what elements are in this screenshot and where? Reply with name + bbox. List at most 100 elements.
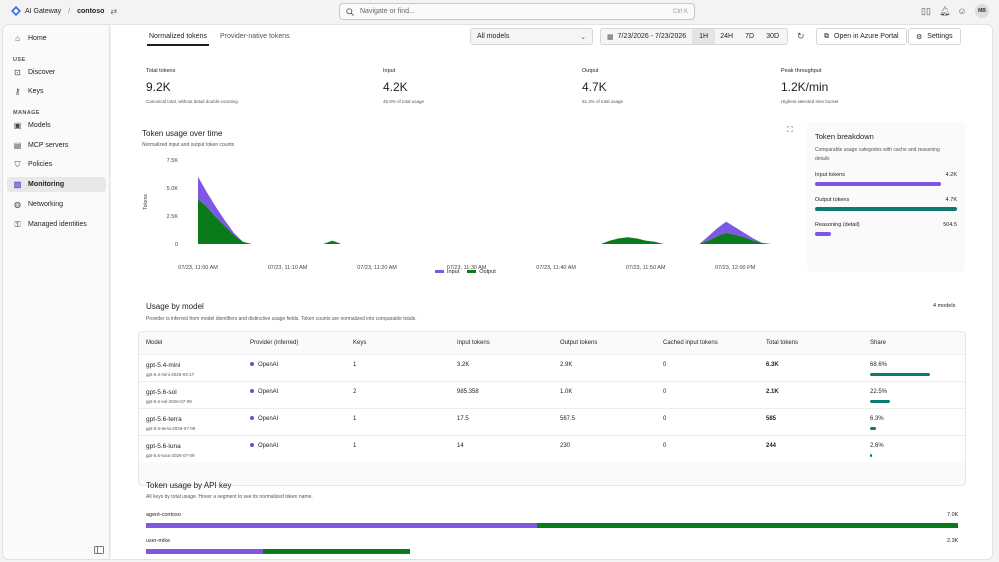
external-link-icon: ⧉ xyxy=(824,32,829,40)
table-row[interactable]: gpt-5.4-mini gpt-5.4-mini-2026-03-17 Ope… xyxy=(139,354,965,381)
expand-icon[interactable]: ⛶ xyxy=(787,125,793,134)
collapse-sidebar-icon[interactable] xyxy=(94,546,104,554)
table-row[interactable]: gpt-5.6-terra gpt-5.6-terra-2026-07-09 O… xyxy=(139,408,965,435)
openai-dot-icon xyxy=(250,443,254,448)
stat-label: Input xyxy=(383,68,396,74)
sidebar-item-keys[interactable]: ⚷ Keys xyxy=(7,84,106,99)
sidebar-item-home[interactable]: ⌂ Home xyxy=(7,31,106,46)
provider-name: OpenAI xyxy=(258,416,279,422)
panel-layout-icon[interactable]: ▯▯ xyxy=(921,6,931,16)
y-tick-label: 5.0K xyxy=(167,186,179,192)
sidebar-item-discover[interactable]: ⊡ Discover xyxy=(7,65,106,80)
sidebar-item-policies[interactable]: ⛉ Policies xyxy=(7,157,106,172)
legend-output-swatch xyxy=(467,270,477,274)
column-header[interactable]: Input tokens xyxy=(457,340,490,346)
feedback-smiley-icon[interactable]: ☺ xyxy=(957,6,967,16)
column-header[interactable]: Model xyxy=(146,340,163,346)
time-range-picker: ▦ 7/23/2026 - 7/23/2026 1H 24H 7D 30D xyxy=(600,28,788,45)
app-name[interactable]: AI Gateway xyxy=(25,7,62,15)
column-header[interactable]: Output tokens xyxy=(560,340,598,346)
column-header[interactable]: Keys xyxy=(353,340,367,346)
provider-name: OpenAI xyxy=(258,362,279,368)
provider-cell: OpenAI xyxy=(250,416,278,422)
table-row[interactable]: gpt-5.6-sol gpt-5.6-sol-2026-07-09 OpenA… xyxy=(139,381,965,408)
sidebar-item-label: Managed identities xyxy=(28,221,87,228)
sidebar-item-label: Discover xyxy=(28,69,56,76)
range-7d-button[interactable]: 7D xyxy=(745,33,755,40)
api-key-output-segment[interactable] xyxy=(262,549,410,554)
tab-normalized-tokens[interactable]: Normalized tokens xyxy=(147,32,209,46)
settings-label: Settings xyxy=(927,33,953,40)
range-24h-button[interactable]: 24H xyxy=(720,33,734,40)
legend-input-swatch xyxy=(435,270,444,274)
api-key-bar[interactable] xyxy=(146,523,958,528)
range-1h-button[interactable]: 1H xyxy=(692,29,716,44)
sidebar-item-monitoring[interactable]: ▥ Monitoring xyxy=(7,177,106,192)
refresh-icon[interactable]: ↻ xyxy=(797,31,805,41)
api-key-output-segment[interactable] xyxy=(537,523,958,528)
share-cell: 22.5% xyxy=(870,389,888,395)
user-avatar[interactable]: MB xyxy=(975,4,989,18)
open-azure-portal-button[interactable]: ⧉ Open in Azure Portal xyxy=(816,28,907,45)
breakdown-value: 4.2K xyxy=(945,172,957,178)
breakdown-value: 4.7K xyxy=(945,197,957,203)
sidebar-item-managed-identities[interactable]: ⚿ Managed identities xyxy=(7,217,106,232)
sidebar-item-models[interactable]: ▣ Models xyxy=(7,118,106,133)
date-range[interactable]: 7/23/2026 - 7/23/2026 xyxy=(617,33,687,40)
token-usage-chart: Tokens 0 2.5K 5.0K 7.5K 07/23, 11:00 AM 07/23,… xyxy=(143,158,771,271)
keys-cell: 1 xyxy=(353,416,357,422)
y-axis-label: Tokens xyxy=(143,194,149,210)
total-cell: 585 xyxy=(766,416,777,422)
sidebar-item-mcp-servers[interactable]: ▤ MCP servers xyxy=(7,138,106,153)
api-key-bar[interactable] xyxy=(146,549,958,554)
model-id: gpt-5.6-sol-2026-07-09 xyxy=(146,399,192,404)
shield-icon: ⛉ xyxy=(14,160,21,169)
sidebar-item-label: Networking xyxy=(28,201,64,208)
settings-button[interactable]: ⚙ Settings xyxy=(908,28,961,45)
x-tick-label: 07/23, 11:50 AM xyxy=(626,265,666,271)
share-cell: 6.3% xyxy=(870,416,884,422)
share-bar xyxy=(870,454,873,457)
sidebar-item-networking[interactable]: ◍ Networking xyxy=(7,197,106,212)
provider-cell: OpenAI xyxy=(250,443,278,449)
input-series-area xyxy=(198,176,771,244)
breakdown-subtitle: Comparable usage categories with cache a… xyxy=(815,147,940,162)
model-name: gpt-5.4-mini xyxy=(146,362,181,369)
model-id: gpt-5.4-mini-2026-03-17 xyxy=(146,372,195,377)
table-row[interactable]: gpt-5.6-luna gpt-5.6-luna-2026-07-09 Ope… xyxy=(139,435,965,462)
x-tick-label: 07/23, 11:00 AM xyxy=(178,265,218,271)
keys-cell: 1 xyxy=(353,362,357,368)
calendar-icon[interactable]: ▦ xyxy=(607,33,614,41)
main-content: Normalized tokens Provider-native tokens… xyxy=(111,24,993,560)
api-key-input-segment[interactable] xyxy=(146,549,263,554)
chevron-down-icon: ⌄ xyxy=(580,33,586,41)
token-breakdown-panel: Token breakdown Comparable usage categor… xyxy=(807,122,965,272)
column-header[interactable]: Share xyxy=(870,340,887,346)
tab-provider-native-tokens[interactable]: Provider-native tokens xyxy=(219,33,290,40)
column-header[interactable]: Provider (inferred) xyxy=(250,340,299,346)
column-header[interactable]: Total tokens xyxy=(766,340,799,346)
x-tick-label: 07/23, 11:20 AM xyxy=(357,265,397,271)
output-cell: 2.9K xyxy=(560,362,573,368)
notifications-bell-icon[interactable]: 🔔︎ xyxy=(939,6,951,16)
api-key-input-segment[interactable] xyxy=(146,523,538,528)
column-header[interactable]: Cached input tokens xyxy=(663,340,718,346)
search-shortcut: Ctrl K xyxy=(673,8,688,15)
model-select-value: All models xyxy=(477,33,510,40)
range-30d-button[interactable]: 30D xyxy=(766,33,780,40)
search-input[interactable]: Navigate or find... Ctrl K xyxy=(339,3,695,20)
input-cell: 17.5 xyxy=(457,416,469,422)
y-tick-label: 2.5K xyxy=(167,214,179,220)
stat-value: 1.2K/min xyxy=(781,80,829,94)
stat-output: Output 4.7K 51.3% of total usage xyxy=(582,68,623,104)
token-chart-title: Token usage over time xyxy=(142,129,223,138)
stat-subtext: Canonical total, without detail double-c… xyxy=(146,99,238,104)
cached-cell: 0 xyxy=(663,443,667,449)
stat-total-tokens: Total tokens 9.2K Canonical total, witho… xyxy=(146,68,238,104)
org-name[interactable]: contoso xyxy=(77,7,105,15)
model-select[interactable]: All models ⌄ xyxy=(470,28,593,45)
share-bar xyxy=(870,427,876,430)
switch-org-icon[interactable]: ⇄ xyxy=(110,6,118,16)
home-icon: ⌂ xyxy=(15,34,20,43)
legend-input: Input xyxy=(435,269,459,275)
